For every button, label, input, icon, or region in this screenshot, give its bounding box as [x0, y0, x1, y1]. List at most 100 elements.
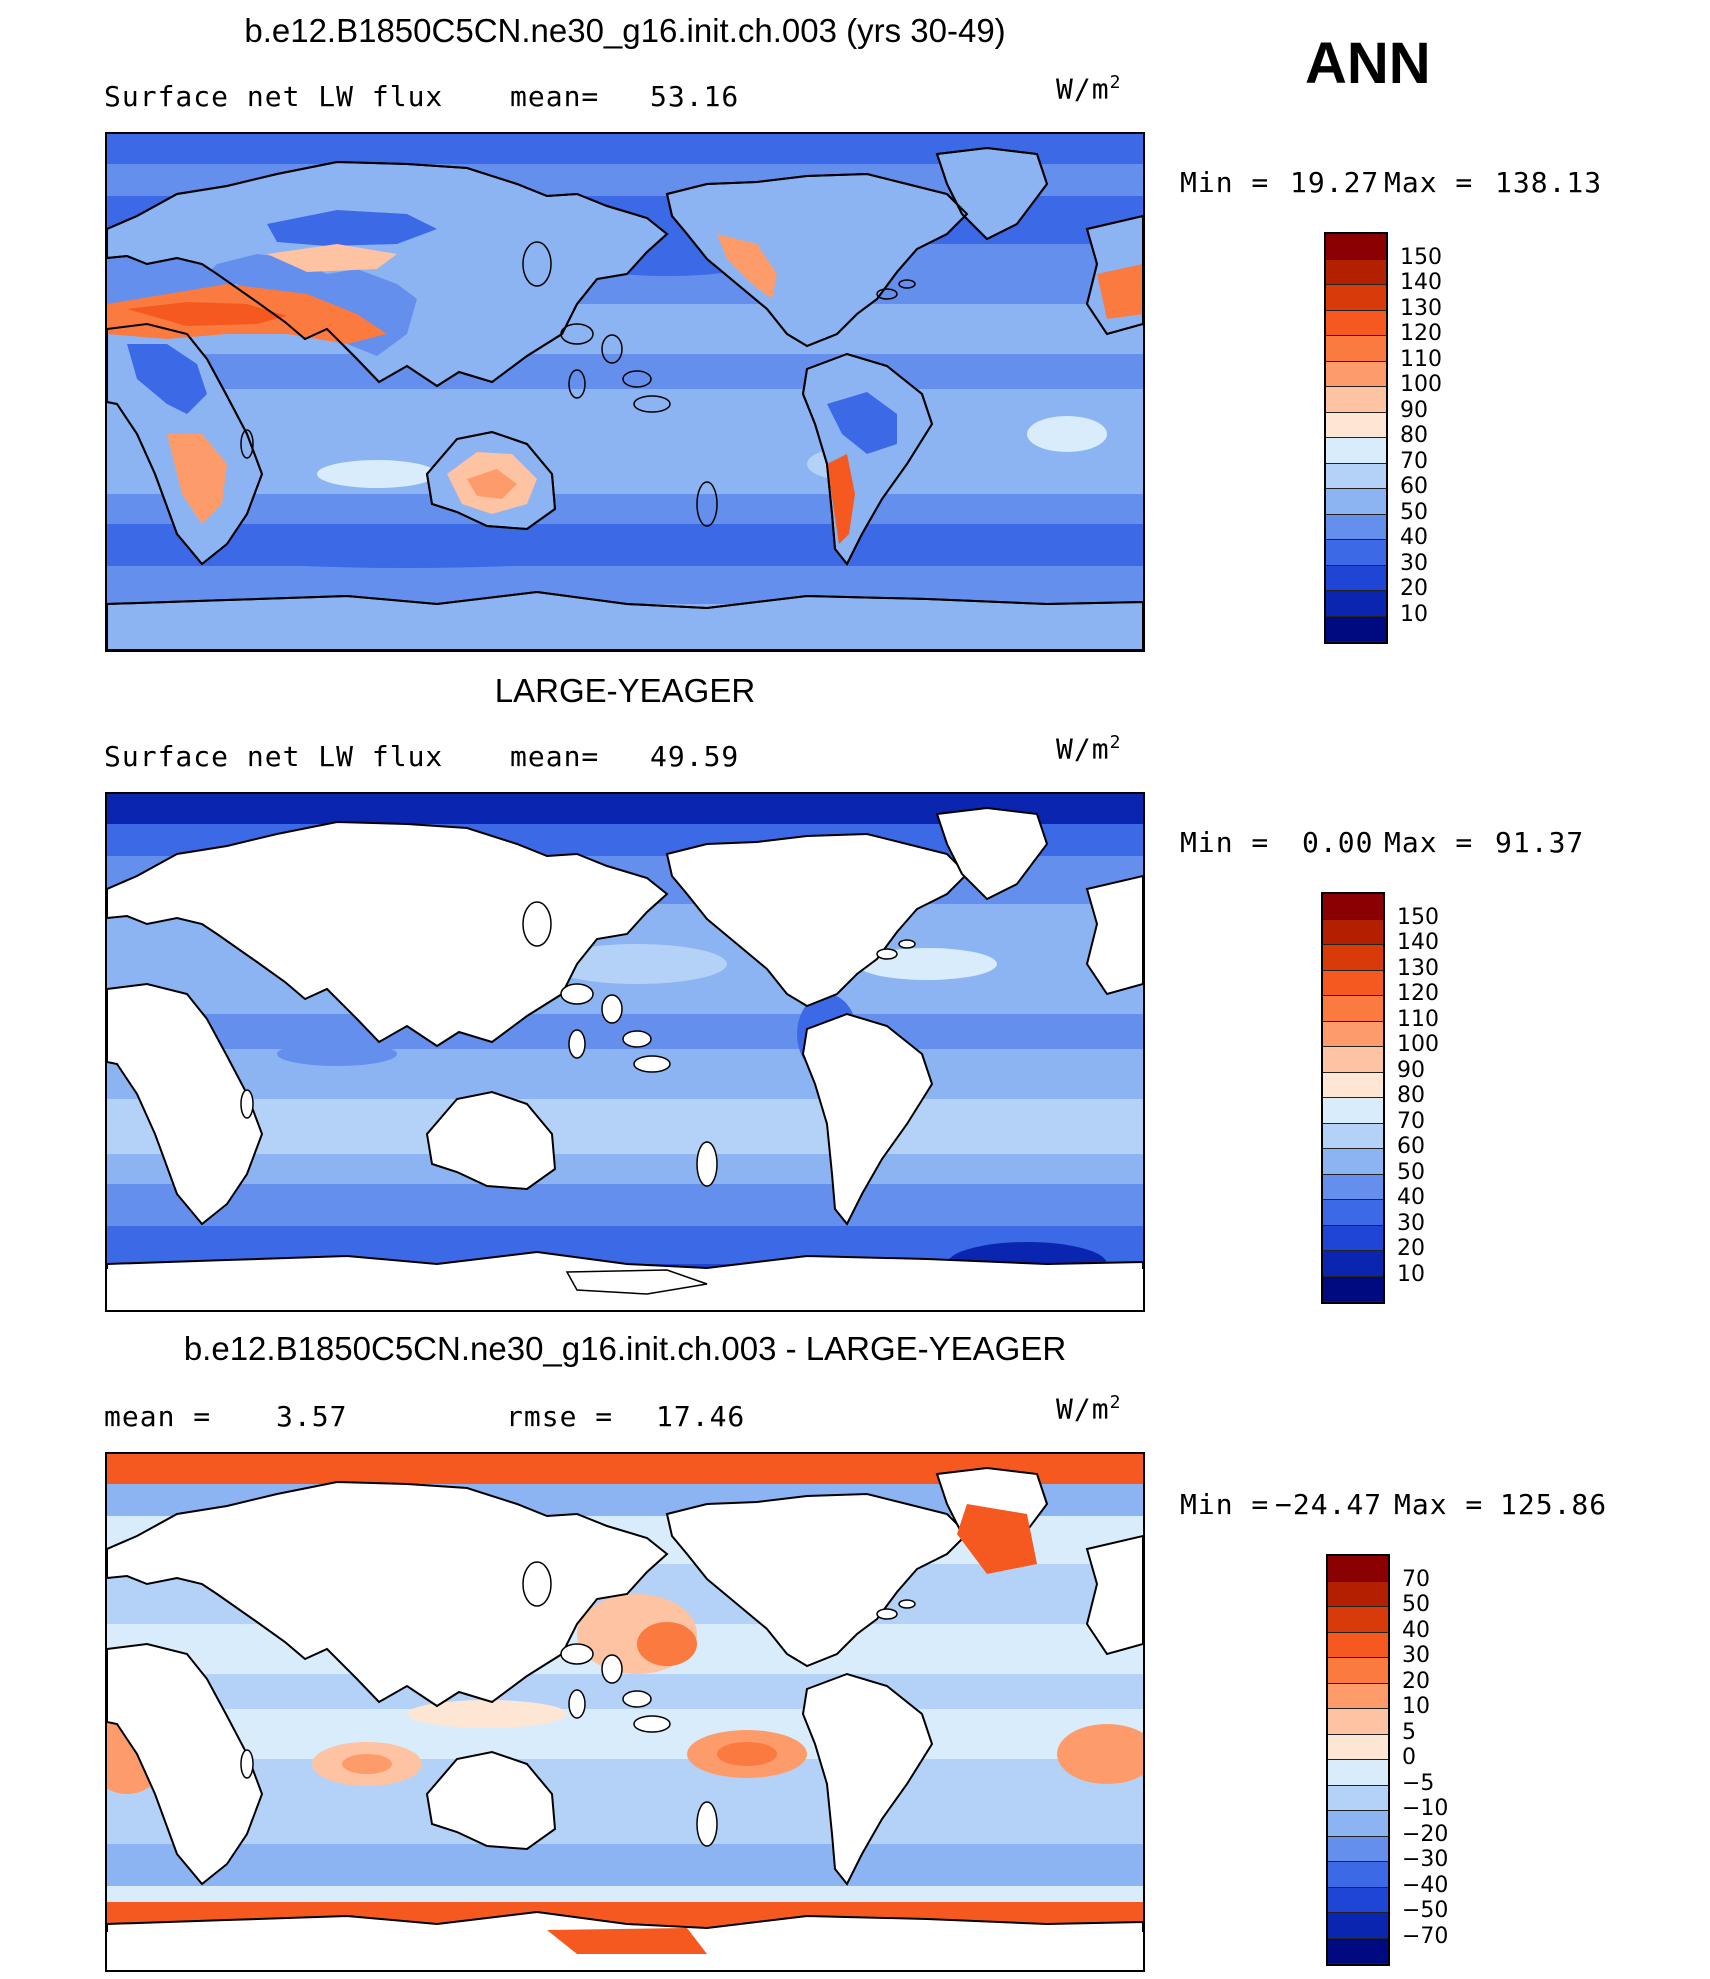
colorbar-tick-label: 80	[1400, 423, 1428, 448]
map-field-blob	[342, 1754, 392, 1774]
island	[876, 948, 898, 960]
island	[696, 1801, 718, 1847]
coastline	[1085, 214, 1143, 336]
land-europeEnd	[1085, 874, 1143, 996]
colorbar	[1321, 892, 1385, 1304]
colorbar-segment	[1326, 540, 1386, 566]
colorbar-segment	[1323, 1174, 1383, 1200]
map-band	[107, 1154, 1143, 1184]
map-band	[107, 1099, 1143, 1154]
colorbar-tick-label: 50	[1400, 499, 1428, 525]
map-field-blob	[407, 1700, 567, 1728]
colorbar-segment	[1328, 1734, 1388, 1760]
colorbar-segment	[1323, 1200, 1383, 1226]
colorbar-segment	[1326, 616, 1386, 642]
colorbar-tick-label: 90	[1400, 397, 1428, 423]
min-value: 19.27	[1290, 166, 1380, 199]
colorbar-tick-label: 90	[1397, 1057, 1425, 1083]
colorbar-segment	[1328, 1938, 1388, 1964]
colorbar-tick-label: −20	[1402, 1821, 1449, 1847]
land-northamerica	[665, 832, 969, 1008]
colorbar-tick-label: 120	[1397, 981, 1439, 1006]
max-label: Max =	[1384, 166, 1474, 199]
colorbar-tick-label: 100	[1400, 372, 1442, 397]
colorbar-tick-label: −50	[1402, 1898, 1449, 1923]
min-value: 0.00	[1302, 826, 1374, 859]
map-field	[957, 1504, 1037, 1574]
land-field	[167, 434, 227, 524]
units-label: W/m2	[1056, 732, 1122, 766]
mean-value: 53.16	[650, 80, 740, 113]
island	[622, 1690, 652, 1708]
colorbar-tick-label: 70	[1400, 448, 1428, 474]
colorbar-tick-label: −70	[1402, 1923, 1449, 1949]
land-field	[467, 469, 517, 499]
colorbar-tick-label: 10	[1402, 1694, 1430, 1719]
colorbar-tick-label: 20	[1402, 1668, 1430, 1694]
colorbar-tick-label: 60	[1400, 474, 1428, 499]
land-africa	[107, 982, 264, 1226]
island	[522, 1561, 552, 1607]
colorbar-tick-label: 0	[1402, 1745, 1416, 1770]
land-australia	[425, 1090, 557, 1191]
colorbar-tick-label: 110	[1400, 346, 1442, 372]
colorbar-segment	[1323, 1149, 1383, 1175]
land-field	[267, 210, 437, 246]
mean-label: mean =	[104, 1400, 212, 1433]
colorbar-segment	[1323, 970, 1383, 996]
land-field	[127, 344, 207, 414]
map-field-blob	[277, 1042, 397, 1066]
colorbar-tick-label: 130	[1397, 955, 1439, 981]
coastline	[107, 590, 1143, 650]
map-field-blob	[1057, 1724, 1143, 1784]
max-value: 138.13	[1495, 166, 1603, 199]
colorbar-segment	[1328, 1683, 1388, 1709]
colorbar-segment	[1323, 945, 1383, 971]
colorbar-segment	[1328, 1581, 1388, 1607]
island	[522, 901, 552, 947]
colorbar-segment	[1323, 1047, 1383, 1073]
colorbar-segment	[1326, 310, 1386, 336]
colorbar-segment	[1328, 1862, 1388, 1888]
land-field	[827, 454, 855, 544]
colorbar-segment	[1323, 894, 1383, 920]
colorbar-segment	[1328, 1709, 1388, 1735]
colorbar-tick-label: 70	[1402, 1566, 1430, 1592]
map-band	[107, 389, 1143, 439]
colorbar-segment	[1326, 463, 1386, 489]
colorbar-segment	[1326, 591, 1386, 617]
colorbar-tick-label: 140	[1400, 270, 1442, 295]
colorbar-segment	[1328, 1811, 1388, 1837]
island	[568, 1029, 586, 1059]
colorbar-tick-label: −40	[1402, 1872, 1449, 1898]
colorbar-segment	[1323, 1072, 1383, 1098]
colorbar-tick-label: 30	[1397, 1210, 1425, 1236]
island	[898, 279, 916, 289]
map-band	[107, 494, 1143, 524]
coastline	[665, 172, 969, 348]
colorbar-tick-label: −10	[1402, 1796, 1449, 1821]
island	[560, 1643, 594, 1665]
island	[633, 1715, 671, 1733]
land-greenland	[935, 806, 1049, 901]
map-band	[107, 439, 1143, 494]
map-field	[547, 1928, 707, 1954]
land-australia	[425, 1750, 557, 1851]
colorbar-segment	[1328, 1556, 1388, 1582]
map-band	[107, 1814, 1143, 1844]
colorbar-tick-label: 140	[1397, 930, 1439, 955]
colorbar-segment	[1323, 1098, 1383, 1124]
coastline	[107, 322, 264, 566]
min-value: −24.47	[1275, 1488, 1383, 1521]
island	[622, 370, 652, 388]
colorbar-segment	[1328, 1836, 1388, 1862]
colorbar-segment	[1326, 285, 1386, 311]
land-field	[1097, 264, 1143, 319]
land-europeEnd	[1085, 1534, 1143, 1656]
colorbar-segment	[1326, 438, 1386, 464]
island	[876, 1608, 898, 1620]
island	[568, 369, 586, 399]
panel-title: b.e12.B1850C5CN.ne30_g16.init.ch.003 - L…	[183, 1330, 1067, 1367]
colorbar-segment	[1328, 1607, 1388, 1633]
land-field	[827, 392, 897, 454]
